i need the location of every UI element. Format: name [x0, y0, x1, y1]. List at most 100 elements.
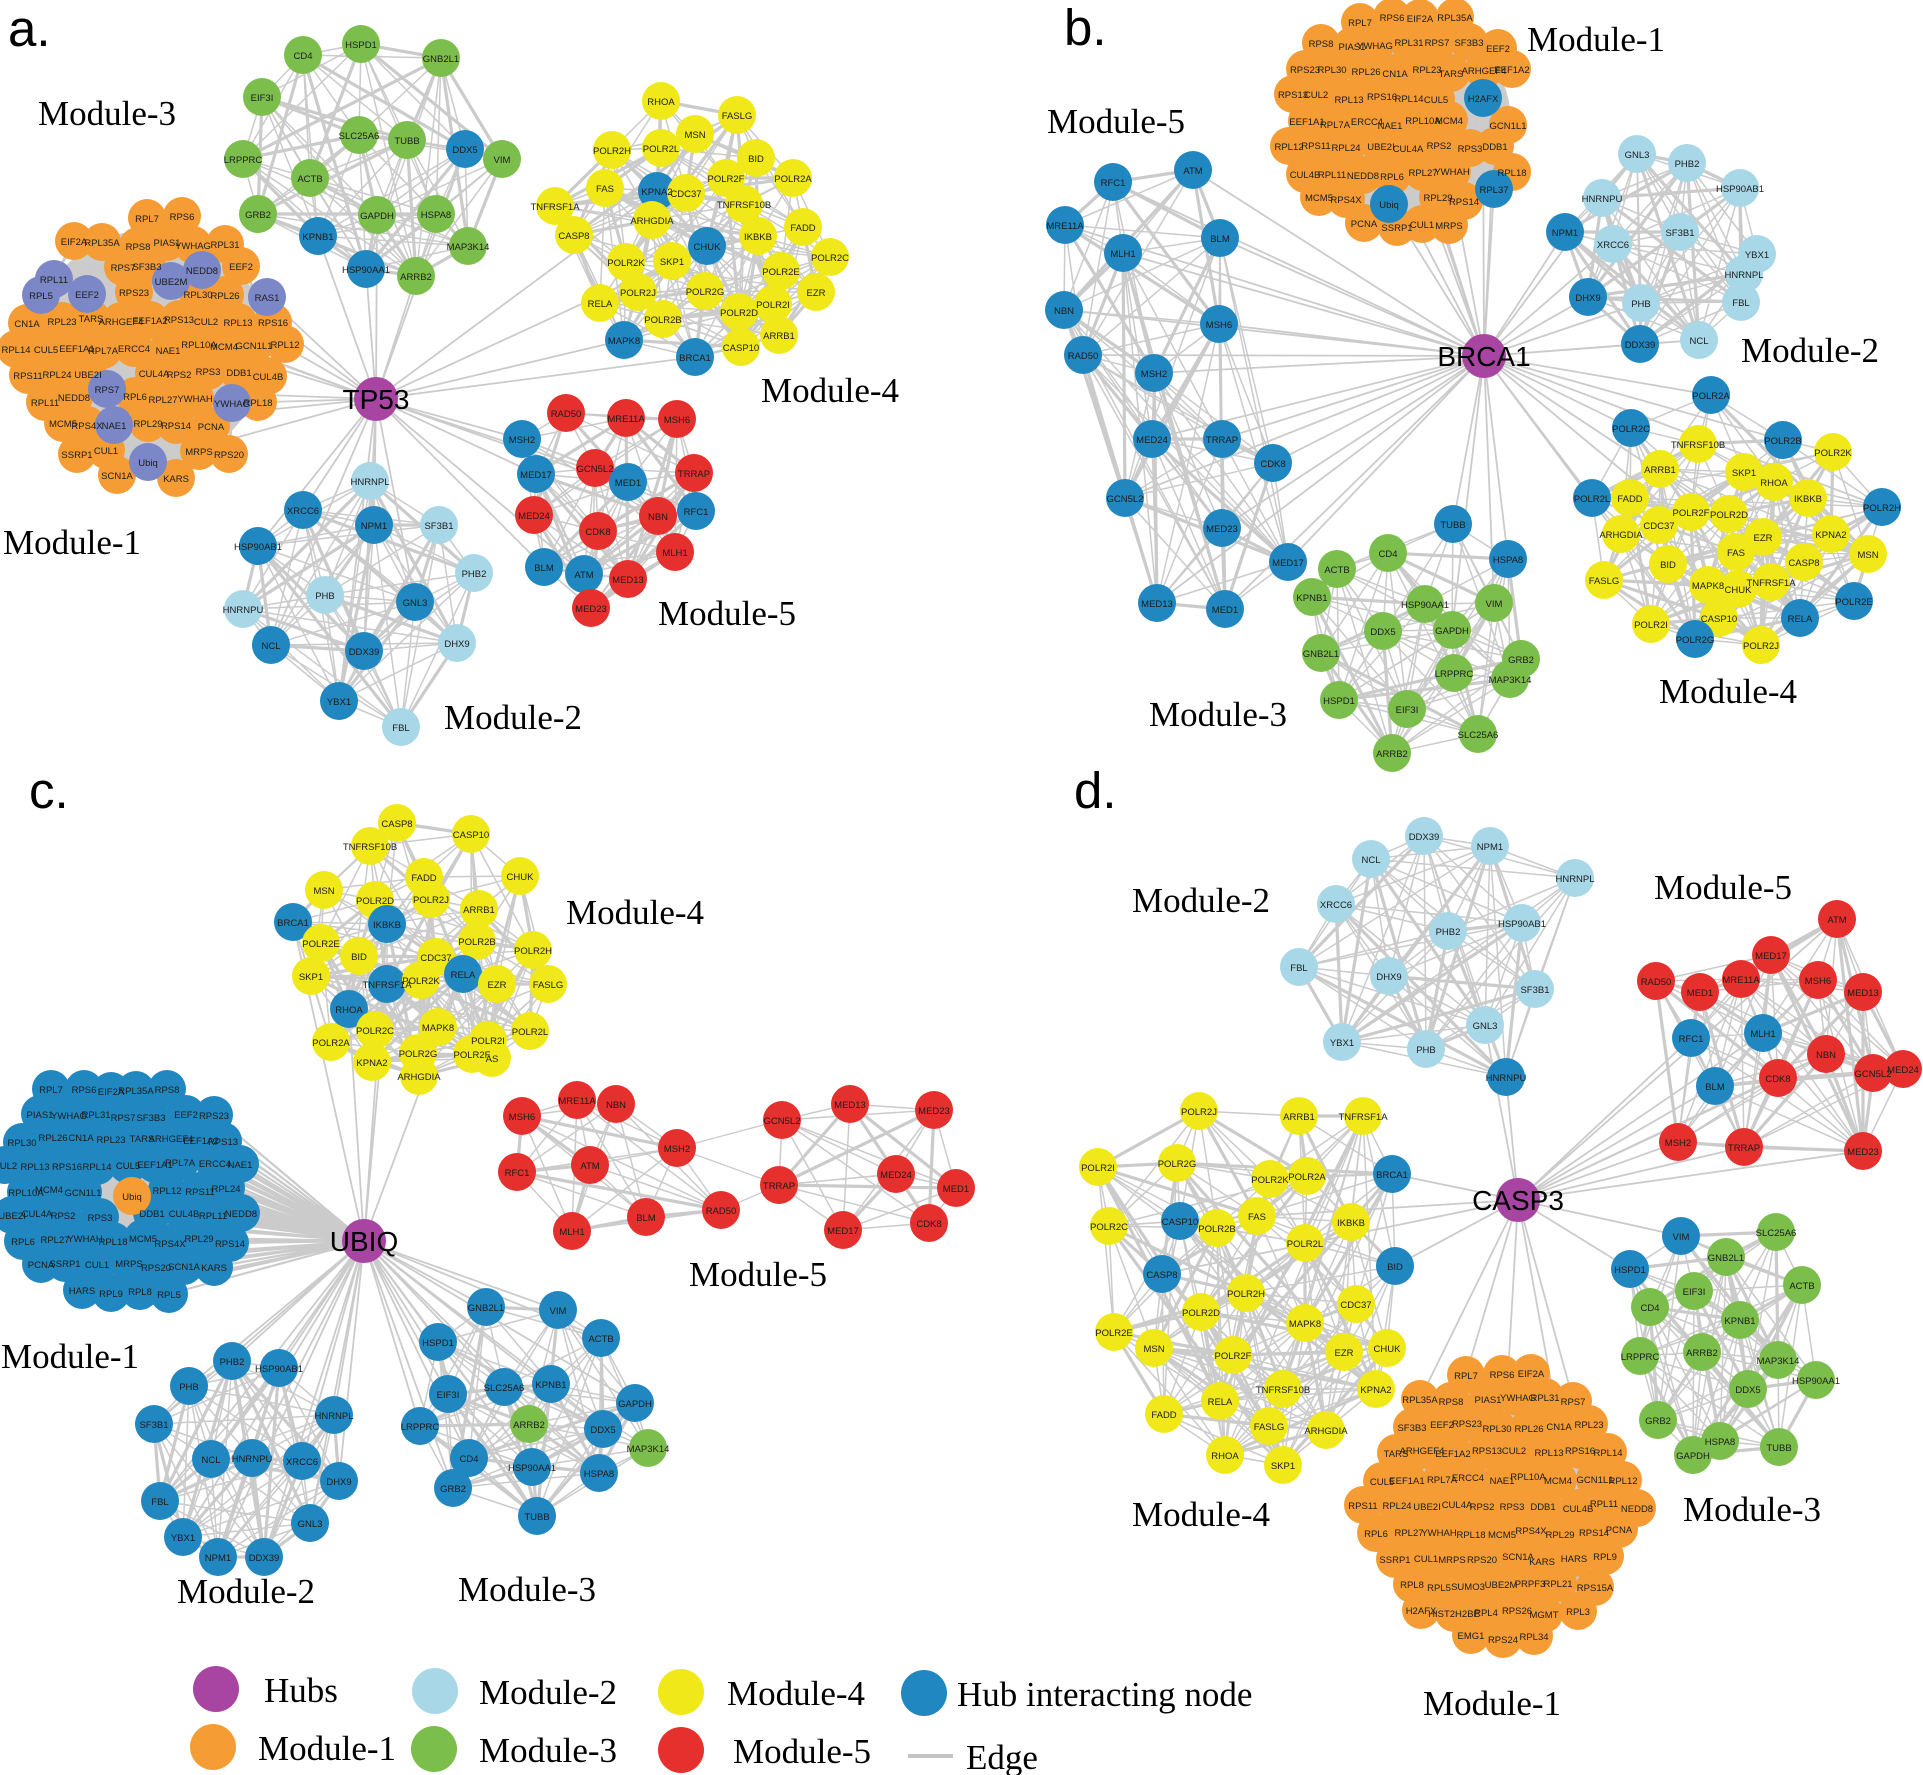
svg-text:POLR2G: POLR2G	[399, 1049, 438, 1060]
svg-text:NCL: NCL	[201, 1455, 220, 1466]
svg-text:EIF3I: EIF3I	[1683, 1287, 1706, 1298]
svg-text:CASP10: CASP10	[723, 343, 759, 354]
svg-text:HSPD1: HSPD1	[345, 40, 377, 51]
svg-text:BLM: BLM	[1210, 234, 1230, 245]
svg-text:a.: a.	[8, 0, 51, 57]
svg-text:H2AFX: H2AFX	[1406, 1606, 1437, 1617]
svg-text:SF3B3: SF3B3	[132, 262, 161, 273]
svg-text:MGMT: MGMT	[1529, 1610, 1558, 1621]
svg-text:RPL10A: RPL10A	[181, 340, 217, 351]
svg-text:RPL9: RPL9	[1593, 1552, 1617, 1563]
svg-text:YWHAH: YWHAH	[1421, 1528, 1457, 1539]
svg-text:TNFRSF10B: TNFRSF10B	[717, 200, 771, 211]
svg-text:CASP3: CASP3	[1472, 1185, 1564, 1216]
svg-text:RAD50: RAD50	[706, 1206, 737, 1217]
svg-text:POLR2B: POLR2B	[458, 937, 496, 948]
svg-text:IKBKB: IKBKB	[1337, 1218, 1365, 1229]
svg-text:HSPA8: HSPA8	[421, 210, 451, 221]
svg-text:HARS: HARS	[1561, 1554, 1587, 1565]
svg-text:ARHGEF4: ARHGEF4	[99, 317, 144, 328]
svg-text:POLR2C: POLR2C	[811, 253, 849, 264]
svg-text:TNFRSF1A: TNFRSF1A	[1746, 578, 1796, 589]
svg-text:RPL10A: RPL10A	[1510, 1472, 1546, 1483]
svg-text:RPL35A: RPL35A	[84, 238, 120, 249]
svg-text:RPS3: RPS3	[88, 1213, 113, 1224]
svg-text:RPS11: RPS11	[1301, 141, 1330, 152]
svg-text:Module-1: Module-1	[1527, 20, 1665, 59]
svg-text:RFC1: RFC1	[505, 1168, 530, 1179]
svg-text:MAPK8: MAPK8	[1289, 1319, 1321, 1330]
svg-text:POLR2J: POLR2J	[620, 288, 656, 299]
svg-text:TNFRSF10B: TNFRSF10B	[343, 842, 397, 853]
svg-text:MSH2: MSH2	[1141, 369, 1167, 380]
svg-text:CASP10: CASP10	[1701, 614, 1737, 625]
svg-text:IKBKB: IKBKB	[744, 232, 772, 243]
svg-text:POLR2I: POLR2I	[1081, 1163, 1115, 1174]
svg-text:XRCC6: XRCC6	[286, 1457, 318, 1468]
svg-text:POLR2I: POLR2I	[1634, 620, 1668, 631]
svg-text:GNB2L1: GNB2L1	[1303, 649, 1339, 660]
svg-text:POLR2K: POLR2K	[1814, 448, 1852, 459]
svg-text:CUL5: CUL5	[116, 1161, 140, 1172]
svg-text:KPNB1: KPNB1	[302, 232, 333, 243]
svg-text:ARHGEF4: ARHGEF4	[149, 1134, 194, 1145]
svg-text:EEF2: EEF2	[229, 262, 253, 273]
svg-text:RPS7: RPS7	[95, 385, 120, 396]
svg-text:UBE2M: UBE2M	[1485, 1580, 1518, 1591]
svg-text:MCM4: MCM4	[1544, 1476, 1572, 1487]
svg-text:CASP10: CASP10	[453, 830, 489, 841]
svg-text:GRB2: GRB2	[440, 1484, 466, 1495]
svg-text:H2AFX: H2AFX	[1468, 94, 1499, 105]
svg-text:RELA: RELA	[1788, 614, 1813, 625]
svg-text:EZR: EZR	[488, 980, 507, 991]
svg-text:MCM4: MCM4	[1435, 116, 1463, 127]
svg-text:FADD: FADD	[790, 223, 815, 234]
svg-text:RPL13: RPL13	[1534, 1448, 1563, 1459]
svg-text:MED24: MED24	[1136, 435, 1168, 446]
svg-text:RPS16: RPS16	[52, 1162, 82, 1173]
svg-text:GNB2L1: GNB2L1	[423, 54, 459, 65]
svg-text:SLC25A6: SLC25A6	[484, 1383, 525, 1394]
svg-text:RPL5: RPL5	[1427, 1583, 1451, 1594]
svg-text:CUL4A: CUL4A	[1442, 1500, 1473, 1511]
svg-text:FAS: FAS	[1248, 1212, 1266, 1223]
svg-text:RPL14: RPL14	[1593, 1448, 1622, 1459]
svg-text:CD4: CD4	[1640, 1303, 1659, 1314]
svg-text:LRPPRC: LRPPRC	[1621, 1352, 1660, 1363]
svg-text:POLR2L: POLR2L	[1287, 1239, 1323, 1250]
svg-text:FBL: FBL	[151, 1497, 168, 1508]
svg-text:EEF2: EEF2	[1430, 1420, 1454, 1431]
svg-text:RPL23: RPL23	[1412, 65, 1441, 76]
svg-text:CDK8: CDK8	[916, 1219, 941, 1230]
svg-text:POLR2C: POLR2C	[1090, 1222, 1128, 1233]
svg-text:POLR2F: POLR2F	[1673, 508, 1710, 519]
svg-text:MRPS: MRPS	[1435, 221, 1462, 232]
svg-text:POLR2K: POLR2K	[1251, 1175, 1289, 1186]
svg-text:SF3B3: SF3B3	[1454, 38, 1483, 49]
svg-text:CHUK: CHUK	[507, 872, 535, 883]
svg-text:RPL23: RPL23	[47, 317, 76, 328]
svg-text:POLR2D: POLR2D	[1710, 510, 1748, 521]
svg-text:PIAS1: PIAS1	[154, 238, 181, 249]
svg-text:PHB2: PHB2	[1436, 927, 1461, 938]
svg-text:MED23: MED23	[1847, 1147, 1879, 1158]
svg-text:RPL29: RPL29	[1545, 1530, 1574, 1541]
svg-text:RPL13: RPL13	[223, 318, 252, 329]
svg-text:NPM1: NPM1	[205, 1553, 231, 1564]
svg-text:MLH1: MLH1	[662, 548, 687, 559]
svg-text:MCM4: MCM4	[210, 342, 238, 353]
svg-text:BRCA1: BRCA1	[1376, 1170, 1408, 1181]
svg-text:MRE11A: MRE11A	[1722, 975, 1760, 986]
svg-text:DDX39: DDX39	[349, 647, 380, 658]
svg-text:NEDD8: NEDD8	[186, 266, 218, 277]
svg-text:RPS13: RPS13	[164, 315, 194, 326]
svg-text:ACTB: ACTB	[1324, 565, 1349, 576]
svg-text:RPL34: RPL34	[1519, 1632, 1548, 1643]
svg-text:RPS2: RPS2	[1427, 141, 1452, 152]
svg-text:ARRB1: ARRB1	[763, 331, 795, 342]
svg-text:RPL30: RPL30	[1317, 65, 1346, 76]
svg-text:Module-1: Module-1	[3, 523, 141, 562]
svg-text:PHB2: PHB2	[1675, 159, 1700, 170]
svg-text:RPL27: RPL27	[40, 1235, 69, 1246]
svg-text:ARHGDIA: ARHGDIA	[1599, 530, 1643, 541]
